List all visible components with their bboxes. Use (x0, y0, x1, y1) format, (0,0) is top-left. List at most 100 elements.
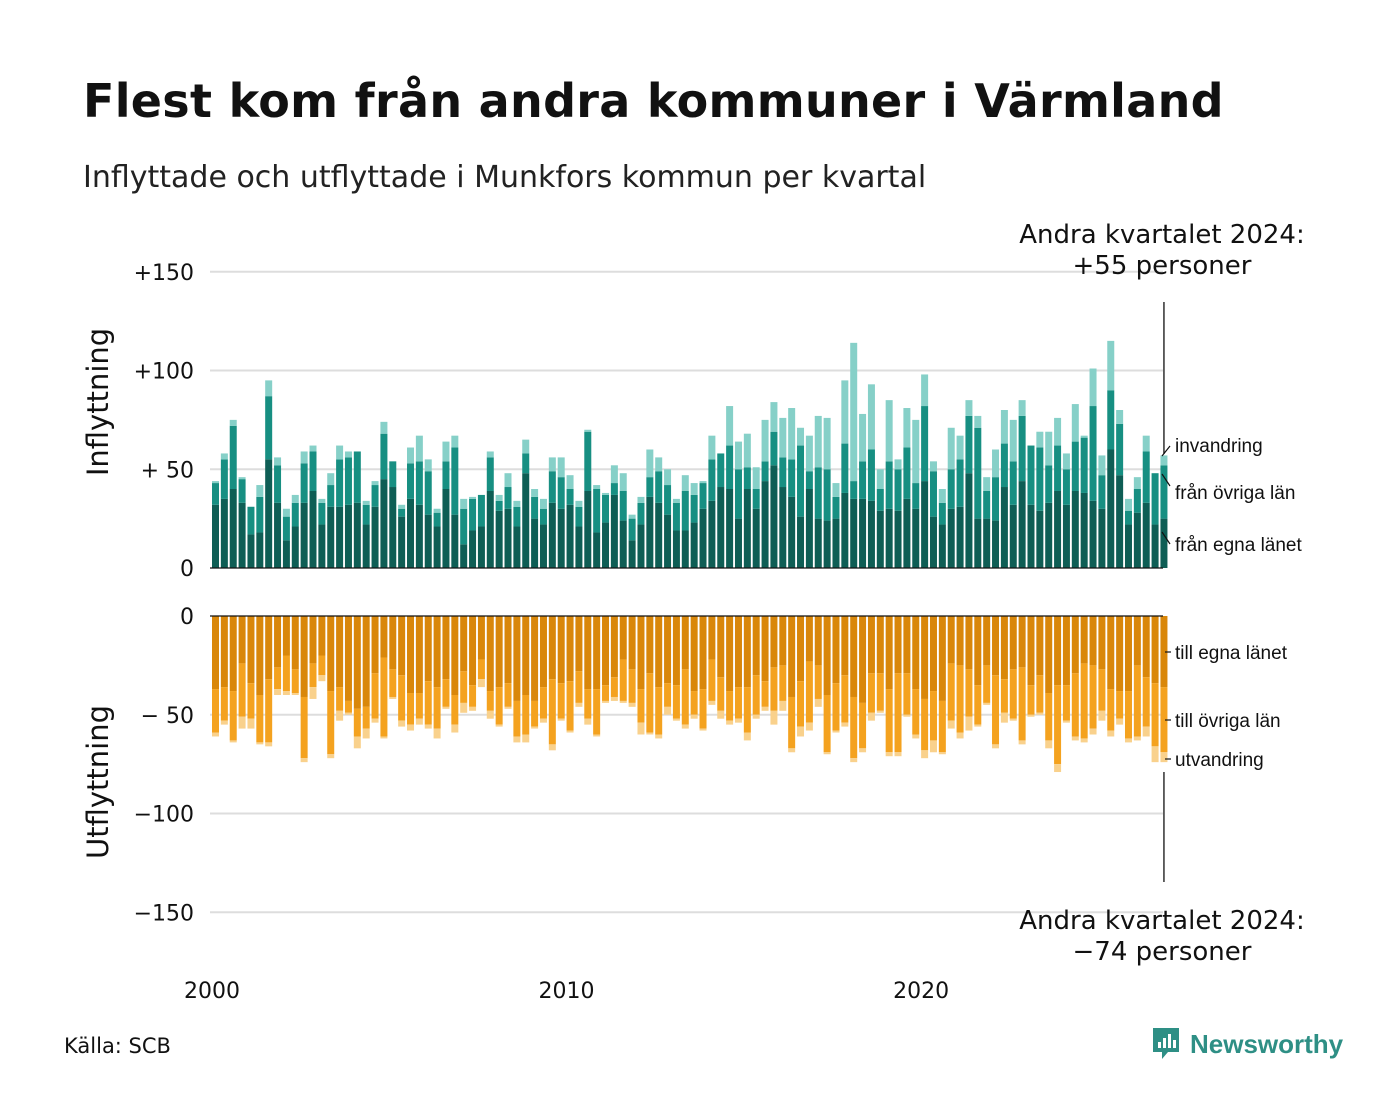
bar-inflow (504, 473, 512, 488)
bar-outflow (894, 752, 902, 757)
bar-inflow (282, 508, 290, 517)
bar-inflow (832, 518, 840, 569)
bar-inflow (1124, 510, 1132, 525)
bar-inflow (300, 451, 308, 464)
bar-inflow (1160, 518, 1168, 569)
bar-outflow (539, 718, 547, 723)
bar-outflow (212, 732, 219, 737)
bar-inflow (1009, 419, 1017, 462)
bar-inflow (761, 461, 769, 482)
bar-outflow (353, 736, 361, 749)
bar-inflow (681, 475, 689, 491)
bar-inflow (619, 490, 627, 521)
bar-outflow (1089, 728, 1097, 735)
bar-inflow (593, 532, 601, 568)
bar-inflow (859, 498, 867, 569)
bar-outflow (1124, 738, 1132, 743)
bar-outflow (965, 669, 973, 717)
bar-inflow (974, 518, 982, 569)
bar-inflow (539, 498, 547, 509)
bar-outflow (513, 616, 521, 701)
bar-outflow (229, 740, 237, 743)
bar-inflow (212, 483, 219, 505)
bar-inflow (610, 494, 618, 569)
bar-inflow (274, 457, 282, 466)
bar-inflow (274, 502, 282, 568)
bar-inflow (220, 459, 228, 499)
bar-inflow (841, 380, 849, 444)
bar-inflow (779, 417, 787, 458)
bar-outflow (212, 689, 219, 733)
bar-inflow (407, 498, 415, 569)
bar-outflow (1160, 687, 1168, 753)
bar-outflow (495, 687, 503, 725)
y-tick-label: 0 (180, 605, 194, 630)
bar-outflow (992, 616, 1000, 676)
bar-inflow (327, 473, 335, 486)
bar-inflow (921, 406, 929, 482)
bar-outflow (717, 677, 725, 711)
bar-inflow (885, 461, 893, 509)
bar-inflow (708, 500, 716, 568)
bar-outflow (247, 616, 255, 684)
bar-outflow (1054, 685, 1062, 765)
bar-inflow (690, 494, 698, 523)
bar-outflow (637, 616, 645, 690)
bar-outflow (1045, 616, 1053, 694)
bar-inflow (823, 520, 831, 568)
bar-outflow (823, 752, 831, 755)
bar-inflow (566, 475, 574, 490)
bar-inflow (894, 469, 902, 511)
bar-outflow (469, 616, 477, 686)
bar-inflow (1036, 447, 1044, 511)
bar-inflow (726, 406, 734, 446)
bar-outflow (743, 687, 751, 733)
bar-inflow (903, 447, 911, 499)
bar-inflow (557, 457, 565, 478)
bar-outflow (460, 702, 468, 713)
bar-inflow (646, 477, 654, 497)
bar-outflow (681, 669, 689, 725)
bar-inflow (407, 447, 415, 464)
bar-inflow (318, 502, 326, 525)
bar-outflow (619, 616, 627, 660)
bar-outflow (726, 720, 734, 725)
bar-outflow (477, 616, 485, 660)
bar-inflow (539, 508, 547, 525)
bar-outflow (539, 687, 547, 719)
bar-outflow (451, 616, 459, 695)
bar-outflow (628, 669, 636, 703)
bar-outflow (646, 616, 654, 674)
bar-outflow (1036, 675, 1044, 713)
bar-inflow (1027, 445, 1035, 505)
bar-outflow (672, 616, 680, 686)
bar-inflow (602, 494, 610, 523)
bar-inflow (992, 449, 1000, 478)
bar-inflow (938, 524, 946, 568)
bar-inflow (814, 467, 822, 519)
bar-outflow (788, 616, 796, 697)
bar-inflow (389, 487, 397, 568)
bar-inflow (336, 459, 344, 507)
bar-outflow (460, 671, 468, 703)
bar-outflow (274, 616, 282, 668)
bar-outflow (805, 616, 813, 662)
bar-inflow (504, 487, 512, 509)
bar-outflow (1027, 714, 1035, 717)
bar-inflow (513, 526, 521, 568)
bar-inflow (291, 502, 299, 527)
bar-inflow (637, 496, 645, 503)
bar-outflow (336, 710, 344, 721)
bar-inflow (282, 516, 290, 541)
bar-inflow (460, 498, 468, 509)
bar-outflow (389, 616, 397, 670)
bar-outflow (761, 706, 769, 711)
bar-outflow (451, 724, 459, 733)
bar-inflow (389, 461, 397, 488)
bar-outflow (344, 700, 352, 713)
bar-outflow (690, 714, 698, 719)
bar-outflow (1124, 691, 1132, 739)
bar-inflow (814, 518, 822, 569)
bar-inflow (486, 457, 494, 491)
bar-inflow (433, 526, 441, 568)
